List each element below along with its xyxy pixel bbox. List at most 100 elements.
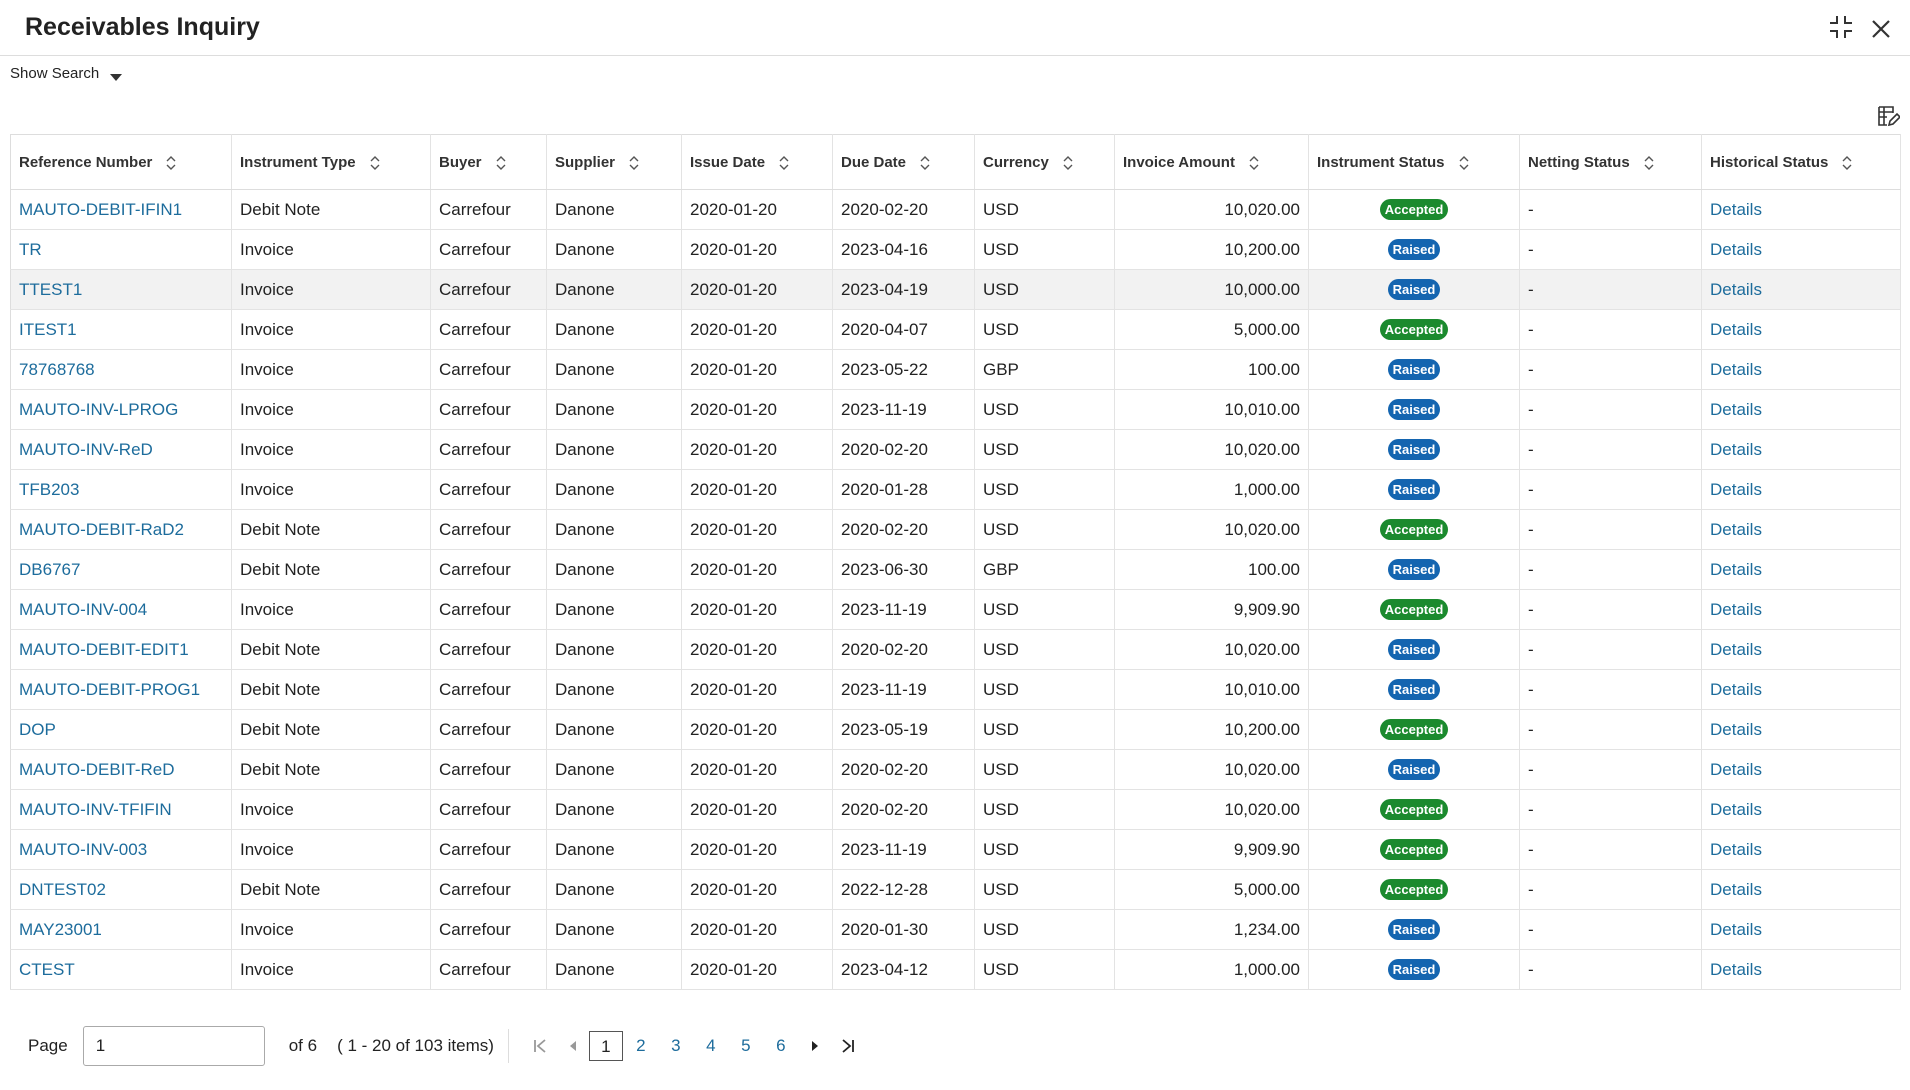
details-link[interactable]: Details — [1710, 879, 1762, 899]
details-link[interactable]: Details — [1710, 559, 1762, 579]
reference-link[interactable]: ITEST1 — [19, 319, 77, 339]
page-number[interactable]: 3 — [671, 1036, 681, 1055]
column-settings-icon[interactable] — [1876, 104, 1900, 128]
column-header-label[interactable]: Invoice Amount — [1123, 153, 1235, 171]
column-header[interactable]: Instrument Status — [1308, 134, 1520, 190]
column-header-label[interactable]: Buyer — [439, 153, 482, 171]
details-link[interactable]: Details — [1710, 959, 1762, 979]
column-header[interactable]: Reference Number — [10, 134, 232, 190]
reference-link[interactable]: MAUTO-INV-TFIFIN — [19, 799, 172, 819]
table-cell: GBP — [974, 549, 1115, 590]
column-header[interactable]: Supplier — [546, 134, 682, 190]
details-link[interactable]: Details — [1710, 239, 1762, 259]
page-input[interactable]: 1 — [82, 1026, 265, 1066]
cell-text: 2023-11-19 — [841, 679, 927, 699]
details-link[interactable]: Details — [1710, 399, 1762, 419]
details-link[interactable]: Details — [1710, 799, 1762, 819]
cell-text: 10,020.00 — [1224, 519, 1300, 539]
details-link[interactable]: Details — [1710, 839, 1762, 859]
column-header-label[interactable]: Issue Date — [690, 153, 766, 171]
column-header[interactable]: Instrument Type — [231, 134, 431, 190]
table-row: MAUTO-INV-004 Invoice Carrefour Danone 2020-… — [10, 589, 1901, 630]
sort-icon[interactable] — [920, 155, 930, 170]
reference-link[interactable]: MAUTO-DEBIT-PROG1 — [19, 679, 201, 699]
sort-icon[interactable] — [1842, 155, 1852, 170]
table-cell: 2020-02-20 — [832, 629, 975, 670]
sort-icon[interactable] — [1063, 155, 1073, 170]
column-header-label[interactable]: Supplier — [555, 153, 616, 171]
column-header-label[interactable]: Netting Status — [1528, 153, 1630, 171]
show-search-toggle[interactable]: Show Search — [10, 65, 123, 82]
reference-link[interactable]: MAUTO-DEBIT-EDIT1 — [19, 639, 189, 659]
column-header-label[interactable]: Currency — [983, 153, 1049, 171]
reference-link[interactable]: MAUTO-INV-004 — [19, 599, 148, 619]
reference-link[interactable]: 78768768 — [19, 359, 95, 379]
page-number[interactable]: 4 — [706, 1036, 716, 1055]
column-header[interactable]: Issue Date — [681, 134, 833, 190]
reference-link[interactable]: MAUTO-INV-ReD — [19, 439, 153, 459]
cell-text: 2020-01-20 — [690, 839, 777, 859]
column-header[interactable]: Invoice Amount — [1114, 134, 1309, 190]
reference-link[interactable]: MAY23001 — [19, 919, 102, 939]
details-link[interactable]: Details — [1710, 319, 1762, 339]
sort-icon[interactable] — [629, 155, 639, 170]
column-header-label[interactable]: Due Date — [841, 153, 907, 171]
details-link[interactable]: Details — [1710, 279, 1762, 299]
sort-icon[interactable] — [1249, 155, 1259, 170]
column-header[interactable]: Buyer — [430, 134, 547, 190]
cell-text: Invoice — [240, 799, 294, 819]
page-number[interactable]: 6 — [776, 1036, 786, 1055]
sort-icon[interactable] — [1644, 155, 1654, 170]
details-link[interactable]: Details — [1710, 719, 1762, 739]
sort-icon[interactable] — [496, 155, 506, 170]
sort-icon[interactable] — [1459, 155, 1469, 170]
close-icon[interactable] — [1870, 18, 1892, 40]
sort-icon[interactable] — [779, 155, 789, 170]
details-link[interactable]: Details — [1710, 599, 1762, 619]
reference-link[interactable]: DB6767 — [19, 559, 81, 579]
reference-link[interactable]: MAUTO-DEBIT-IFIN1 — [19, 199, 183, 219]
details-link[interactable]: Details — [1710, 679, 1762, 699]
reference-link[interactable]: TR — [19, 239, 42, 259]
details-link[interactable]: Details — [1710, 639, 1762, 659]
prev-page[interactable] — [566, 1039, 580, 1053]
page-number[interactable]: 5 — [741, 1036, 751, 1055]
sort-icon[interactable] — [370, 155, 380, 170]
page-number[interactable]: 2 — [636, 1036, 646, 1055]
details-link[interactable]: Details — [1710, 359, 1762, 379]
show-search-label[interactable]: Show Search — [10, 65, 100, 82]
cell-text: Carrefour — [439, 439, 511, 459]
first-page[interactable] — [532, 1038, 548, 1054]
details-link[interactable]: Details — [1710, 199, 1762, 219]
column-header[interactable]: Historical Status — [1701, 134, 1901, 190]
reference-link[interactable]: MAUTO-DEBIT-RaD2 — [19, 519, 184, 539]
sort-icon[interactable] — [166, 155, 176, 170]
reference-link[interactable]: MAUTO-DEBIT-ReD — [19, 759, 175, 779]
next-page[interactable] — [808, 1039, 822, 1053]
last-page[interactable] — [840, 1038, 856, 1054]
page-number[interactable]: 1 — [588, 1031, 623, 1061]
reference-link[interactable]: MAUTO-INV-003 — [19, 839, 148, 859]
column-header-label[interactable]: Reference Number — [19, 153, 153, 171]
column-header[interactable]: Netting Status — [1519, 134, 1702, 190]
cell-text: 1,000.00 — [1233, 959, 1300, 979]
reference-link[interactable]: DOP — [19, 719, 56, 739]
column-header-label[interactable]: Instrument Status — [1317, 153, 1445, 171]
column-header-label[interactable]: Historical Status — [1710, 153, 1829, 171]
column-header[interactable]: Currency — [974, 134, 1115, 190]
reference-link[interactable]: DNTEST02 — [19, 879, 106, 899]
column-header-label[interactable]: Instrument Type — [240, 153, 356, 171]
details-link[interactable]: Details — [1710, 759, 1762, 779]
collapse-icon[interactable] — [1828, 14, 1854, 40]
column-header[interactable]: Due Date — [832, 134, 975, 190]
details-link[interactable]: Details — [1710, 919, 1762, 939]
reference-link[interactable]: MAUTO-INV-LPROG — [19, 399, 179, 419]
table-cell: 2020-01-20 — [681, 629, 833, 670]
details-link[interactable]: Details — [1710, 439, 1762, 459]
details-link[interactable]: Details — [1710, 519, 1762, 539]
details-link[interactable]: Details — [1710, 479, 1762, 499]
reference-link[interactable]: CTEST — [19, 959, 75, 979]
reference-link[interactable]: TTEST1 — [19, 279, 83, 299]
reference-link[interactable]: TFB203 — [19, 479, 80, 499]
cell-text: Carrefour — [439, 599, 511, 619]
